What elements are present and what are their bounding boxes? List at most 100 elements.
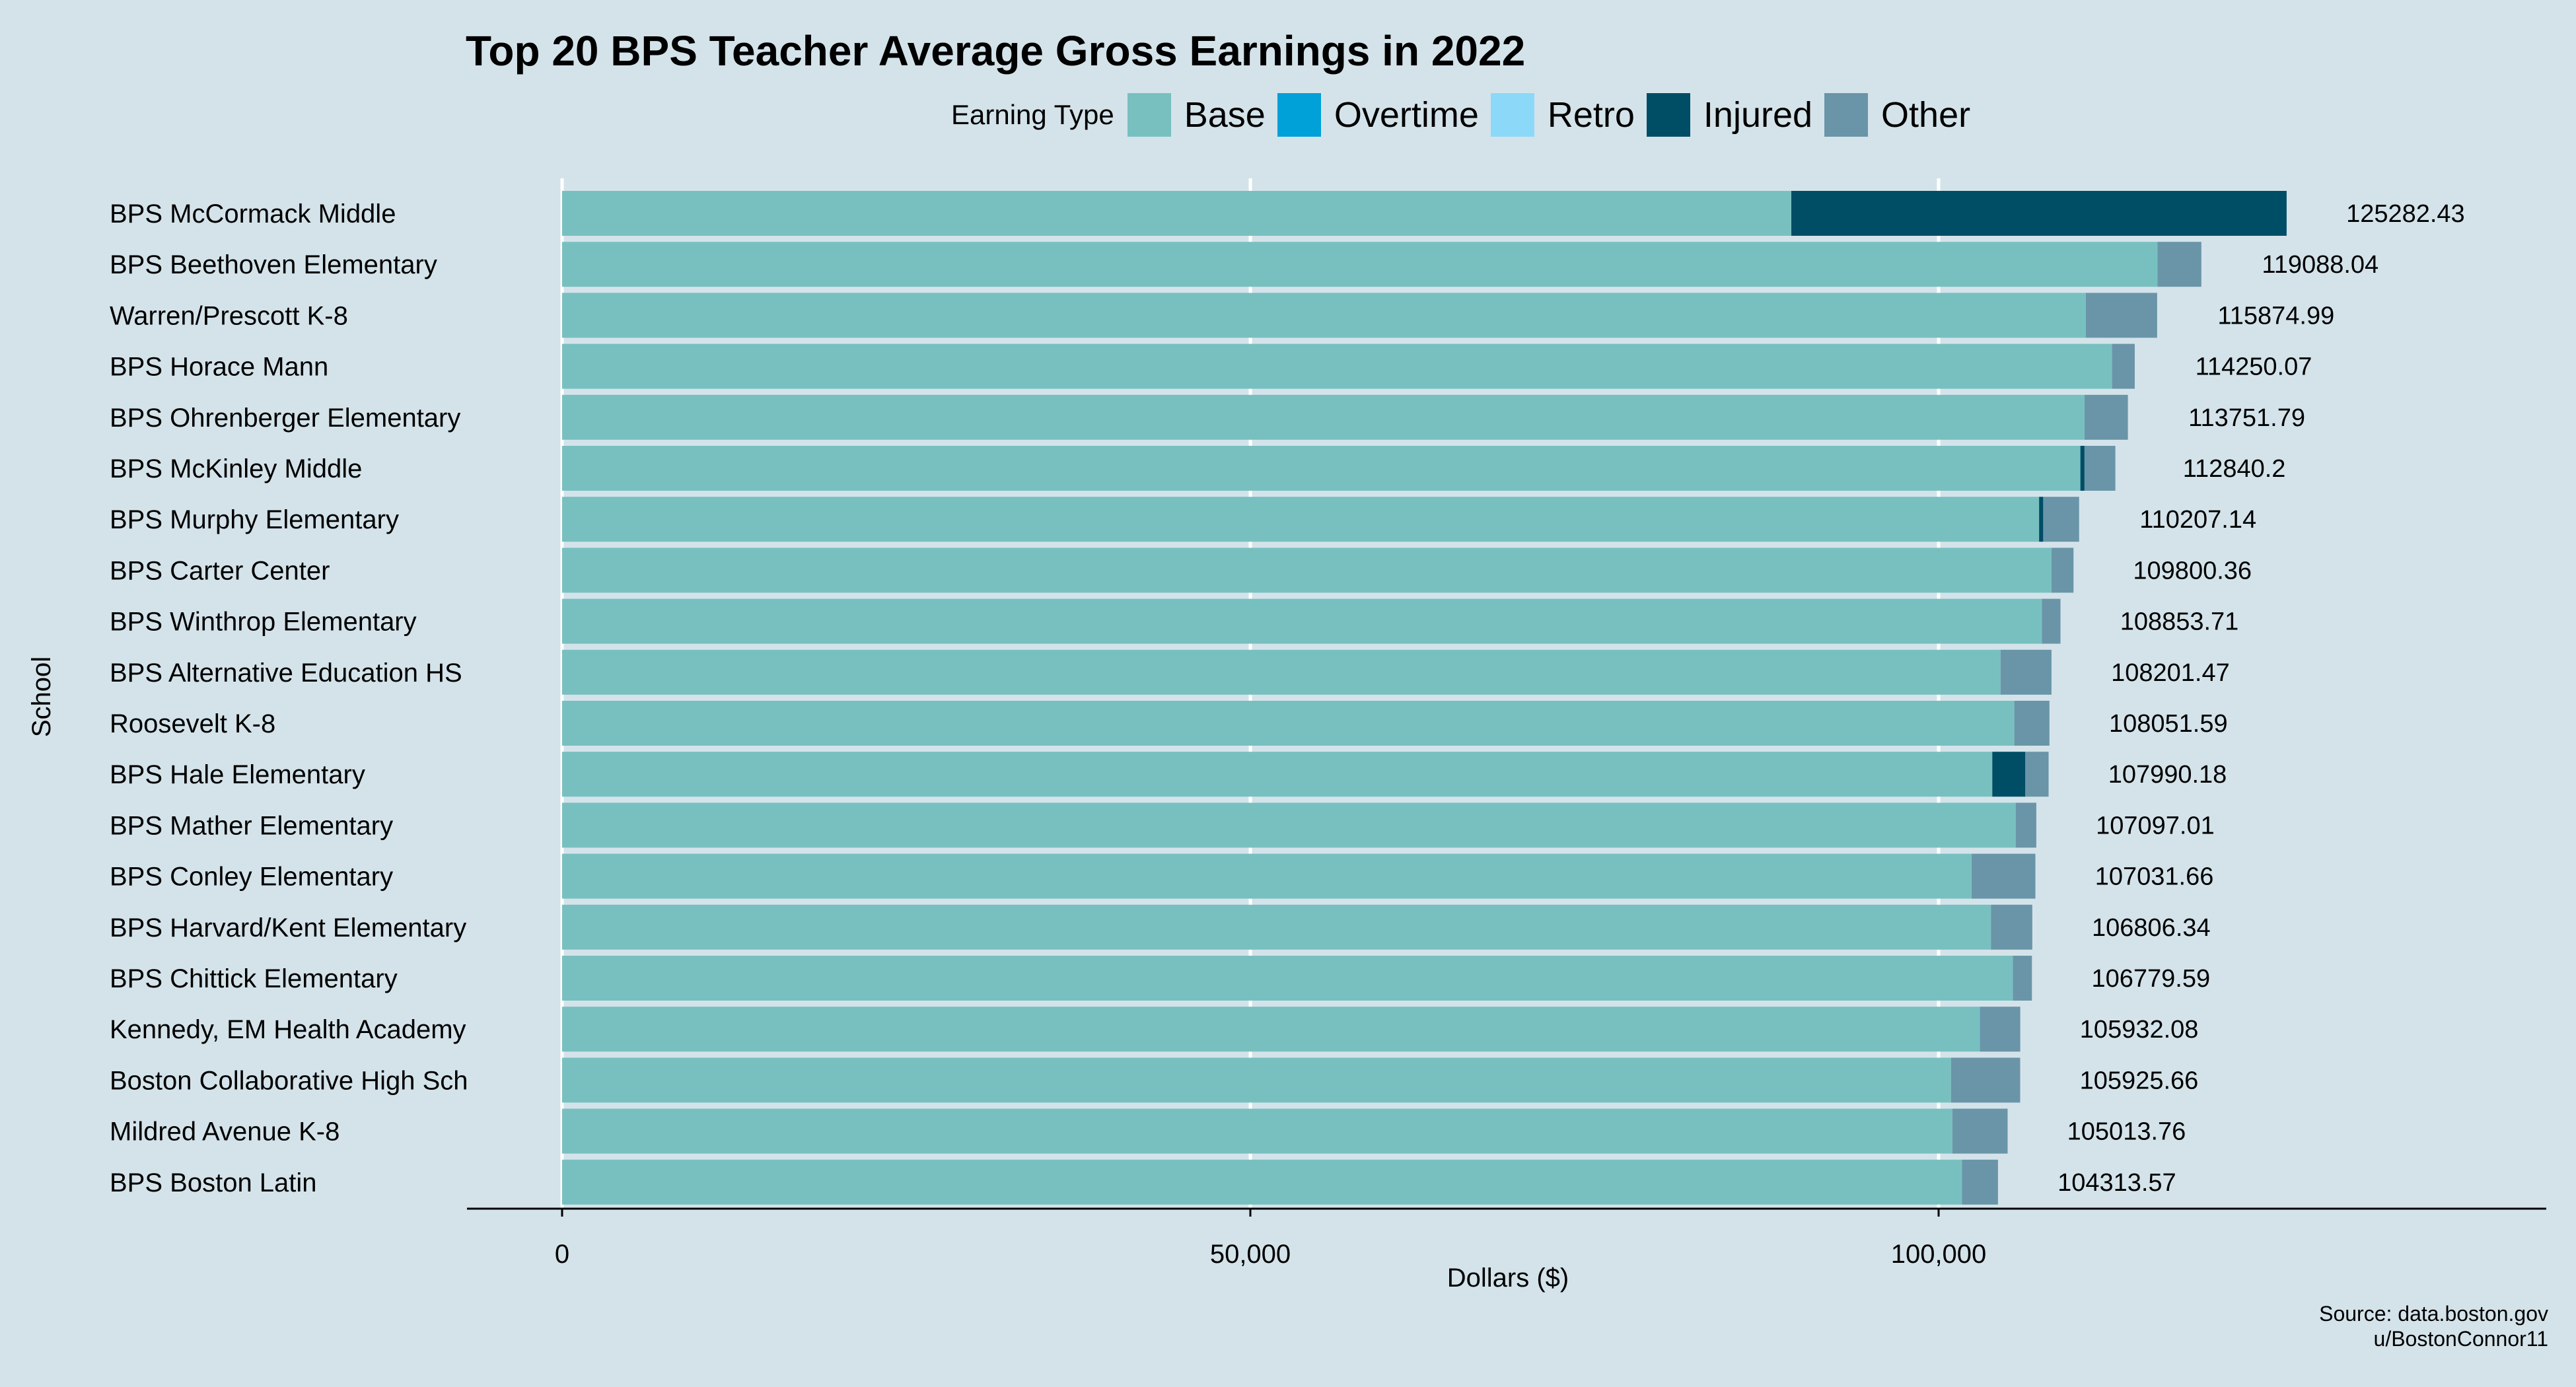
total-label: 125282.43 bbox=[2346, 200, 2465, 228]
bar-segment-other bbox=[2051, 548, 2074, 593]
total-label: 107031.66 bbox=[2095, 863, 2214, 891]
legend: Earning Type Base Overtime Retro Injured… bbox=[951, 91, 1982, 139]
total-label: 114250.07 bbox=[2196, 353, 2312, 381]
category-label: Kennedy, EM Health Academy bbox=[110, 1015, 466, 1044]
bar-segment-base bbox=[562, 497, 2040, 542]
bar-segment-other bbox=[2084, 394, 2128, 440]
legend-swatch-retro bbox=[1490, 93, 1534, 137]
total-label: 110207.14 bbox=[2139, 506, 2256, 534]
bar-segment-base bbox=[562, 293, 2086, 338]
bar-segment-other bbox=[1962, 1159, 1998, 1205]
total-label: 107990.18 bbox=[2108, 761, 2227, 789]
total-label: 112840.2 bbox=[2183, 455, 2286, 483]
bar-segment-base bbox=[562, 598, 2042, 644]
category-label: BPS Hale Elementary bbox=[110, 760, 365, 789]
total-label: 115874.99 bbox=[2217, 302, 2334, 330]
source-line: Source: data.boston.gov bbox=[2319, 1302, 2548, 1326]
source-caption: Source: data.boston.gov u/BostonConnor11 bbox=[2319, 1301, 2548, 1351]
legend-swatch-base bbox=[1127, 93, 1171, 137]
category-label: BPS McCormack Middle bbox=[110, 199, 396, 229]
legend-item-overtime: Overtime bbox=[1277, 93, 1479, 137]
author-line: u/BostonConnor11 bbox=[2373, 1327, 2548, 1351]
category-label: BPS Harvard/Kent Elementary bbox=[110, 913, 466, 942]
total-label: 119088.04 bbox=[2262, 251, 2379, 279]
category-label: BPS Murphy Elementary bbox=[110, 505, 399, 534]
legend-label-other: Other bbox=[1881, 95, 1971, 135]
y-axis-title: School bbox=[27, 657, 56, 737]
category-label: BPS Winthrop Elementary bbox=[110, 608, 417, 637]
legend-item-other: Other bbox=[1824, 93, 1970, 137]
total-label: 105925.66 bbox=[2080, 1067, 2199, 1094]
bar-segment-base bbox=[562, 853, 1972, 899]
x-tick-label: 100,000 bbox=[1891, 1240, 1987, 1269]
bar-segment-base bbox=[562, 904, 1991, 950]
legend-swatch-injured bbox=[1646, 93, 1690, 137]
total-label: 108201.47 bbox=[2111, 659, 2230, 687]
total-label: 108853.71 bbox=[2120, 608, 2239, 636]
legend-item-retro: Retro bbox=[1490, 93, 1635, 137]
bar-segment-base bbox=[562, 701, 2015, 746]
legend-label-retro: Retro bbox=[1547, 95, 1635, 135]
legend-label-injured: Injured bbox=[1703, 95, 1813, 135]
bar-segment-other bbox=[2025, 752, 2049, 797]
category-label: BPS Boston Latin bbox=[110, 1168, 317, 1197]
chart-title: Top 20 BPS Teacher Average Gross Earning… bbox=[466, 27, 1526, 75]
bar-segment-other bbox=[2043, 497, 2079, 542]
bar-segment-other bbox=[2013, 956, 2032, 1001]
category-label: BPS Mather Elementary bbox=[110, 811, 393, 840]
bar-segment-base bbox=[562, 548, 2052, 593]
legend-item-base: Base bbox=[1127, 93, 1266, 137]
bar-segment-other bbox=[2000, 649, 2052, 695]
total-label: 106806.34 bbox=[2092, 914, 2211, 942]
bars bbox=[562, 191, 2287, 1205]
category-label: BPS Carter Center bbox=[110, 556, 330, 585]
bar-segment-base bbox=[562, 1007, 1980, 1052]
bar-segment-other bbox=[2112, 343, 2135, 389]
bar-segment-base bbox=[562, 191, 1792, 236]
bar-segment-base bbox=[562, 956, 2013, 1001]
legend-swatch-other bbox=[1824, 93, 1869, 137]
category-labels: BPS McCormack Middle BPS Beethoven Elemen… bbox=[110, 199, 468, 1197]
category-label: BPS Horace Mann bbox=[110, 353, 328, 382]
bar-segment-base bbox=[562, 394, 2085, 440]
x-tick-label: 0 bbox=[555, 1240, 569, 1269]
bar-segment-base bbox=[562, 446, 2081, 491]
x-axis: 0 50,000 100,000 bbox=[467, 1207, 2546, 1269]
category-label: Mildred Avenue K-8 bbox=[110, 1118, 340, 1147]
total-labels: 125282.43 119088.04 115874.99 114250.07 1137… bbox=[2057, 200, 2465, 1197]
category-label: Warren/Prescott K-8 bbox=[110, 301, 348, 330]
bar-segment-other bbox=[1972, 853, 2036, 899]
category-label: BPS Conley Elementary bbox=[110, 863, 393, 892]
bar-segment-base bbox=[562, 1108, 1952, 1154]
total-label: 107097.01 bbox=[2096, 812, 2215, 839]
bar-segment-other bbox=[1980, 1007, 2021, 1052]
bar-segment-other bbox=[2157, 242, 2201, 287]
bar-segment-base bbox=[562, 1057, 1951, 1103]
bar-segment-other bbox=[2042, 598, 2061, 644]
category-label: BPS Alternative Education HS bbox=[110, 658, 462, 688]
bar-segment-other bbox=[2014, 701, 2050, 746]
total-label: 104313.57 bbox=[2057, 1169, 2176, 1197]
category-label: BPS Beethoven Elementary bbox=[110, 250, 437, 279]
x-axis-title: Dollars ($) bbox=[1447, 1263, 1569, 1293]
bar-segment-other bbox=[2084, 446, 2116, 491]
legend-title: Earning Type bbox=[951, 99, 1114, 130]
x-tick-label: 50,000 bbox=[1210, 1240, 1291, 1269]
bar-segment-other bbox=[2015, 802, 2036, 848]
total-label: 105013.76 bbox=[2067, 1118, 2186, 1146]
bar-segment-base bbox=[562, 1159, 1962, 1205]
bar-segment-injured bbox=[2039, 497, 2044, 542]
bar-segment-base bbox=[562, 343, 2112, 389]
total-label: 109800.36 bbox=[2133, 557, 2252, 585]
bar-segment-base bbox=[562, 802, 2016, 848]
bar-segment-base bbox=[562, 242, 2158, 287]
bar-segment-other bbox=[1991, 904, 2032, 950]
bar-segment-other bbox=[2085, 293, 2157, 338]
bar-segment-injured bbox=[2080, 446, 2085, 491]
bar-segment-other bbox=[1950, 1057, 2021, 1103]
total-label: 113751.79 bbox=[2188, 404, 2305, 432]
legend-label-base: Base bbox=[1184, 95, 1266, 135]
category-label: Roosevelt K-8 bbox=[110, 709, 275, 738]
bar-segment-other bbox=[1952, 1108, 2008, 1154]
